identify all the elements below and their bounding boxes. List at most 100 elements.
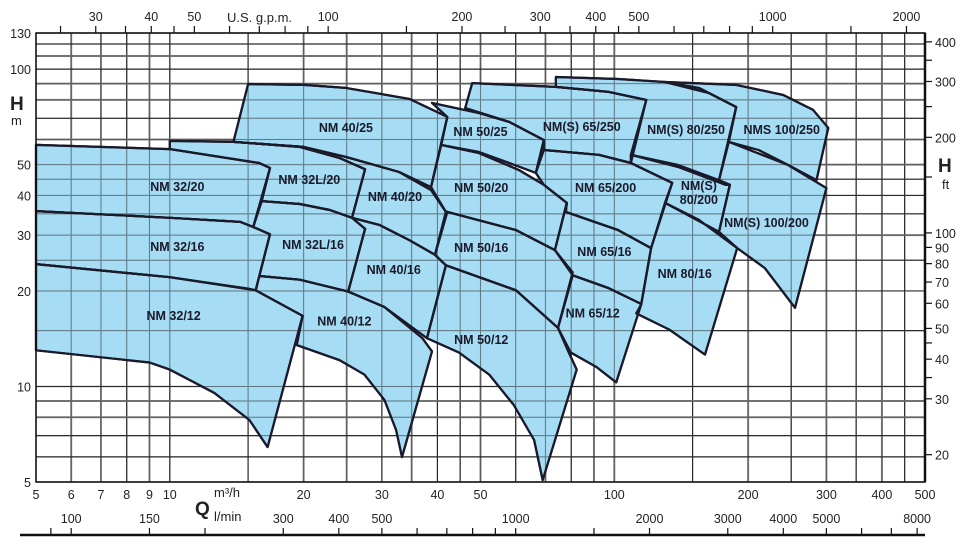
x2-tick-label: 2000 — [636, 512, 664, 526]
pump-outline-14 — [554, 75, 738, 182]
y2-tick-label: 300 — [935, 75, 956, 89]
model-label: NM(S) 65/250 — [543, 120, 621, 134]
x2-tick-label: 100 — [61, 512, 82, 526]
y2-axis-symbol: H — [938, 156, 952, 177]
model-label: NM(S) 80/250 — [647, 123, 725, 137]
x-tick-label: 500 — [915, 488, 936, 502]
y2-axis-unit: ft — [942, 177, 950, 192]
y2-tick-label: 40 — [935, 353, 949, 367]
top-tick-label: 40 — [144, 10, 158, 24]
top-tick-label: 30 — [89, 10, 103, 24]
model-label: NM 65/12 — [566, 306, 620, 320]
x-tick-label: 9 — [146, 488, 153, 502]
pump-outline-20 — [635, 201, 739, 356]
x-tick-label: 7 — [97, 488, 104, 502]
x-axis-unit: m³/h — [214, 485, 240, 500]
axes: 5102030405010013020304050607080901002003… — [10, 10, 956, 537]
x2-tick-label: 150 — [139, 512, 160, 526]
x-tick-label: 400 — [871, 488, 892, 502]
model-label: NM 50/16 — [454, 241, 508, 255]
x-tick-label: 200 — [738, 488, 759, 502]
model-label: NM 80/16 — [658, 267, 712, 281]
y-tick-label: 20 — [17, 285, 31, 299]
x2-tick-label: 500 — [371, 512, 392, 526]
model-label: NM 65/200 — [575, 181, 636, 195]
y-tick-label: 40 — [17, 189, 31, 203]
y-axis-symbol: H — [10, 94, 24, 115]
model-label: NM 50/20 — [454, 181, 508, 195]
top-tick-label: 2000 — [893, 10, 921, 24]
y2-tick-label: 50 — [935, 322, 949, 336]
x-axis-symbol: Q — [195, 499, 210, 520]
model-label: NM 40/16 — [367, 263, 421, 277]
x-tick-label: 30 — [375, 488, 389, 502]
pump-outline-2 — [34, 263, 304, 449]
y-tick-label: 100 — [10, 63, 31, 77]
y-axis-unit: m — [11, 113, 22, 128]
model-label: NMS 100/250 — [743, 123, 819, 137]
pump-outline-12 — [425, 264, 578, 482]
x-tick-label: 50 — [474, 488, 488, 502]
y-tick-label: 50 — [17, 159, 31, 173]
x-tick-label: 6 — [68, 488, 75, 502]
y2-tick-label: 90 — [935, 241, 949, 255]
x2-tick-label: 3000 — [714, 512, 742, 526]
y-tick-label: 130 — [10, 27, 31, 41]
pump-outline-18 — [717, 140, 828, 309]
pump-areas — [34, 32, 926, 483]
top-axis-unit: U.S. g.p.m. — [227, 10, 292, 25]
y2-tick-label: 30 — [935, 393, 949, 407]
model-label: NM 40/25 — [319, 121, 373, 135]
model-label: NM 40/20 — [368, 190, 422, 204]
model-label: NM 40/12 — [317, 315, 371, 329]
model-label-line: 80/200 — [680, 193, 718, 207]
model-label: NM 32/12 — [147, 309, 201, 323]
y2-tick-label: 400 — [935, 36, 956, 50]
y2-tick-label: 100 — [935, 227, 956, 241]
model-label: NM 32/16 — [150, 240, 204, 254]
top-tick-label: 100 — [318, 10, 339, 24]
y2-tick-label: 20 — [935, 449, 949, 463]
y2-tick-label: 70 — [935, 276, 949, 290]
x2-tick-label: 5000 — [812, 512, 840, 526]
x-tick-label: 100 — [604, 488, 625, 502]
model-label: NM 32L/16 — [282, 238, 344, 252]
x-tick-label: 300 — [816, 488, 837, 502]
model-label: NM 32L/20 — [278, 173, 340, 187]
model-label: NM(S) 80/200 — [680, 179, 718, 207]
model-labels: NM 32/20 NM 32/16 NM 32/12 NM 32L/20 NM 32L/… — [147, 120, 820, 347]
x-tick-label: 10 — [163, 488, 177, 502]
x-tick-label: 20 — [297, 488, 311, 502]
x2-tick-label: 300 — [273, 512, 294, 526]
top-tick-label: 50 — [187, 10, 201, 24]
top-tick-label: 500 — [628, 10, 649, 24]
y2-tick-label: 60 — [935, 297, 949, 311]
model-label: NM 50/12 — [454, 333, 508, 347]
y-tick-label: 5 — [24, 476, 31, 490]
model-label: NM 65/16 — [577, 245, 631, 259]
pump-outline-8 — [254, 274, 434, 459]
pump-outline-21 — [556, 274, 643, 384]
top-tick-label: 300 — [530, 10, 551, 24]
model-label: NM 50/25 — [453, 125, 507, 139]
x2-tick-label: 1000 — [502, 512, 530, 526]
y2-tick-label: 200 — [935, 131, 956, 145]
x2-tick-label: 4000 — [769, 512, 797, 526]
model-label: NM(S) 100/200 — [724, 216, 809, 230]
model-label: NM 32/20 — [150, 180, 204, 194]
x2-axis-unit: l/min — [214, 509, 241, 524]
y-tick-label: 10 — [17, 380, 31, 394]
x2-tick-label: 400 — [328, 512, 349, 526]
top-tick-label: 400 — [585, 10, 606, 24]
top-tick-label: 1000 — [759, 10, 787, 24]
plot-frame — [35, 32, 927, 483]
top-tick-label: 200 — [452, 10, 473, 24]
x-tick-label: 5 — [33, 488, 40, 502]
y2-tick-label: 80 — [935, 258, 949, 272]
x2-tick-label: 8000 — [903, 512, 931, 526]
x-tick-label: 8 — [123, 488, 130, 502]
x-tick-label: 40 — [430, 488, 444, 502]
model-label-line: NM(S) — [681, 179, 717, 193]
y-tick-label: 30 — [17, 229, 31, 243]
